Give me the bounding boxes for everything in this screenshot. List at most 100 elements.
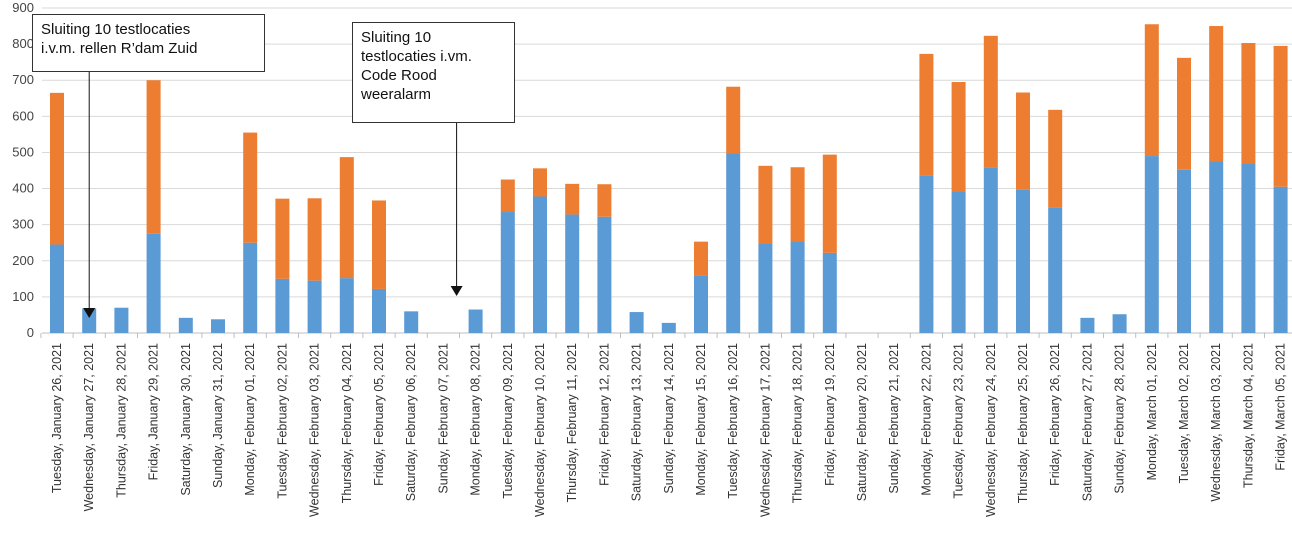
bar-segment-top: [1273, 45, 1288, 187]
annotation-arrow-1-head: [83, 308, 96, 318]
bar-segment-bottom: [822, 252, 837, 333]
bar-segment-top: [1241, 43, 1256, 164]
x-tick-label: Tuesday, February 02, 2021: [275, 343, 289, 499]
y-tick-label: 100: [12, 289, 34, 304]
x-tick-label: Thursday, February 25, 2021: [1016, 343, 1030, 503]
x-tick-label: Monday, February 15, 2021: [694, 343, 708, 496]
bar-segment-top: [500, 179, 515, 213]
bar-segment-bottom: [146, 233, 161, 333]
x-tick-label: Wednesday, February 03, 2021: [308, 343, 322, 517]
bar-segment-bottom: [468, 309, 483, 333]
y-tick-label: 600: [12, 108, 34, 123]
bar-segment-top: [919, 53, 934, 176]
bar-segment-bottom: [1177, 169, 1191, 333]
x-tick-label: Saturday, February 13, 2021: [630, 343, 644, 501]
bar-segment-bottom: [211, 319, 225, 333]
bar-segment-bottom: [275, 278, 290, 333]
bar-segment-bottom: [951, 191, 966, 333]
bar-segment-bottom: [597, 216, 612, 333]
bar-segment-bottom: [1144, 156, 1159, 333]
x-tick-label: Thursday, January 28, 2021: [114, 343, 128, 498]
annotation-arrow-2-head: [450, 286, 463, 296]
bar-segment-top: [983, 35, 998, 168]
annotation-box-1: Sluiting 10 testlocaties i.v.m. rellen R…: [32, 14, 265, 72]
bar-segment-bottom: [919, 175, 934, 333]
bar-segment-bottom: [339, 278, 354, 333]
y-tick-label: 800: [12, 36, 34, 51]
bar-segment-bottom: [983, 167, 998, 333]
bar-segment-top: [565, 183, 580, 215]
bar-segment-top: [372, 200, 386, 289]
bar-segment-bottom: [82, 308, 97, 333]
bar-segment-bottom: [726, 153, 741, 333]
bar-segment-top: [694, 241, 708, 276]
x-tick-label: Saturday, February 20, 2021: [855, 343, 869, 501]
x-tick-label: Sunday, February 21, 2021: [887, 343, 901, 494]
bar-segment-bottom: [1048, 207, 1063, 333]
bar-segment-bottom: [372, 288, 386, 333]
bar-segment-bottom: [629, 312, 644, 333]
bar-segment-bottom: [758, 243, 773, 333]
bar-segment-top: [50, 92, 64, 245]
y-tick-label: 700: [12, 72, 34, 87]
bar-segment-bottom: [565, 214, 580, 333]
x-tick-label: Wednesday, February 17, 2021: [758, 343, 772, 517]
bar-segment-bottom: [114, 307, 129, 333]
x-tick-label: Wednesday, March 03, 2021: [1209, 343, 1223, 502]
y-tick-label: 300: [12, 217, 34, 232]
bar-segment-top: [533, 168, 547, 197]
x-tick-label: Wednesday, January 27, 2021: [82, 343, 96, 511]
bar-segment-top: [307, 198, 322, 281]
x-tick-label: Wednesday, February 24, 2021: [984, 343, 998, 517]
bar-segment-top: [275, 198, 290, 279]
bar-segment-bottom: [661, 322, 676, 333]
bar-segment-bottom: [50, 244, 64, 333]
bar-segment-bottom: [1273, 186, 1288, 333]
x-tick-label: Friday, January 29, 2021: [147, 343, 161, 480]
bar-segment-bottom: [1112, 314, 1127, 333]
x-tick-label: Tuesday, February 09, 2021: [501, 343, 515, 499]
x-tick-label: Sunday, January 31, 2021: [211, 343, 225, 488]
bar-segment-bottom: [307, 280, 322, 333]
bar-segment-top: [726, 86, 741, 154]
x-tick-label: Friday, February 12, 2021: [597, 343, 611, 486]
bar-segment-top: [790, 167, 805, 242]
bar-segment-bottom: [178, 317, 193, 333]
x-tick-label: Monday, March 01, 2021: [1145, 343, 1159, 480]
x-tick-label: Tuesday, February 23, 2021: [952, 343, 966, 499]
bar-segment-bottom: [1016, 189, 1030, 333]
x-tick-label: Tuesday, February 16, 2021: [726, 343, 740, 499]
x-tick-label: Saturday, February 27, 2021: [1080, 343, 1094, 501]
y-tick-label: 900: [12, 0, 34, 15]
bar-segment-bottom: [404, 311, 419, 333]
x-tick-label: Thursday, February 11, 2021: [565, 343, 579, 502]
x-tick-label: Sunday, February 28, 2021: [1113, 343, 1127, 494]
bar-segment-bottom: [1209, 161, 1224, 333]
x-tick-label: Saturday, January 30, 2021: [179, 343, 193, 496]
y-tick-label: 500: [12, 144, 34, 159]
bar-segment-bottom: [243, 242, 258, 333]
x-tick-label: Monday, February 01, 2021: [243, 343, 257, 496]
bar-segment-bottom: [1241, 164, 1256, 333]
x-tick-label: Thursday, March 04, 2021: [1241, 343, 1255, 488]
bar-segment-top: [146, 80, 161, 234]
bar-segment-top: [243, 132, 258, 243]
bar-segment-top: [951, 82, 966, 192]
x-tick-label: Tuesday, March 02, 2021: [1177, 343, 1191, 483]
bar-segment-top: [1144, 24, 1159, 157]
y-tick-label: 0: [27, 325, 34, 340]
x-tick-label: Friday, February 05, 2021: [372, 343, 386, 486]
bar-segment-top: [1016, 92, 1030, 190]
bar-segment-top: [758, 165, 773, 244]
x-tick-label: Tuesday, January 26, 2021: [50, 343, 64, 493]
bar-segment-bottom: [694, 275, 708, 333]
x-tick-label: Monday, February 08, 2021: [469, 343, 483, 496]
y-tick-label: 200: [12, 253, 34, 268]
y-tick-label: 400: [12, 181, 34, 196]
x-tick-label: Sunday, February 14, 2021: [662, 343, 676, 494]
x-tick-label: Friday, February 26, 2021: [1048, 343, 1062, 486]
x-tick-label: Saturday, February 06, 2021: [404, 343, 418, 501]
x-tick-label: Thursday, February 04, 2021: [340, 343, 354, 503]
bar-segment-bottom: [533, 196, 547, 333]
